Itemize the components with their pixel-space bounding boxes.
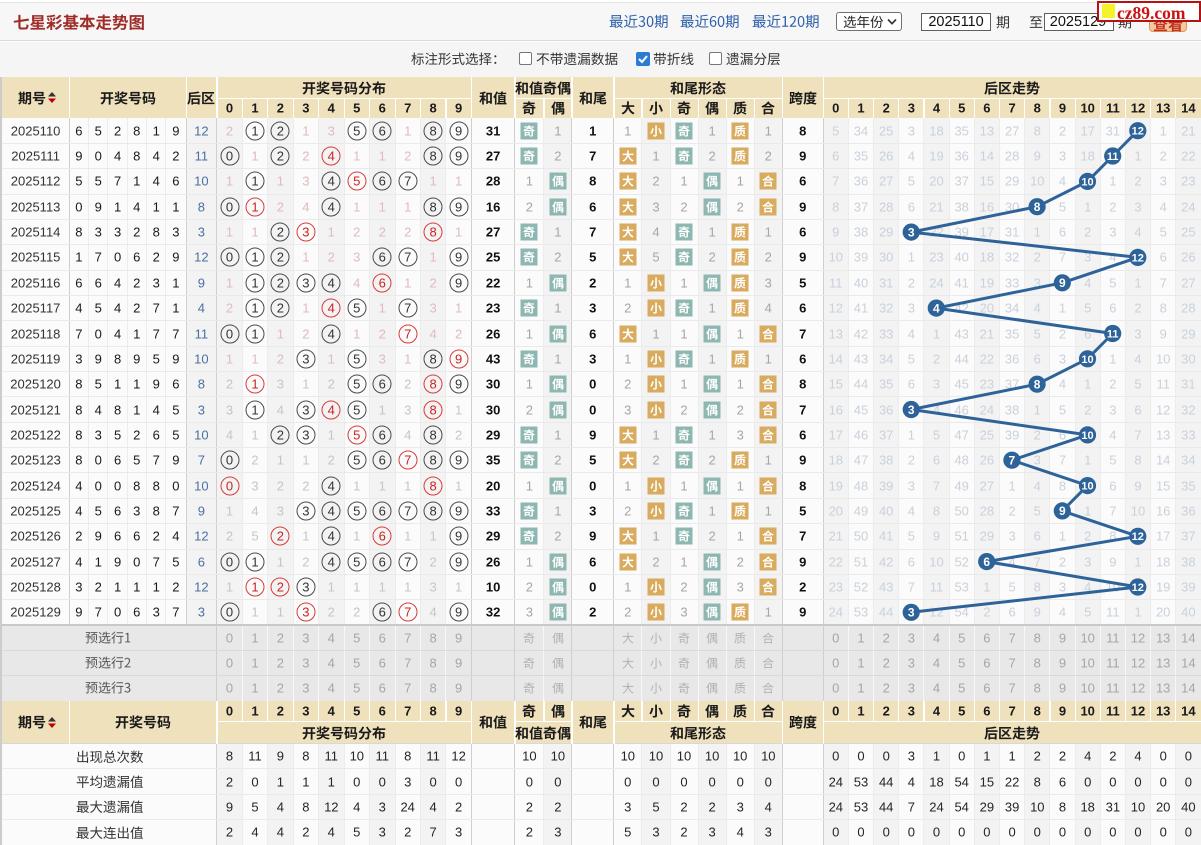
- svg-text:8: 8: [1034, 200, 1041, 214]
- svg-text:10: 10: [1082, 430, 1094, 442]
- svg-text:10: 10: [1082, 354, 1094, 366]
- svg-text:12: 12: [1132, 126, 1144, 138]
- svg-text:12: 12: [1132, 252, 1144, 264]
- svg-text:3: 3: [908, 225, 915, 239]
- svg-text:3: 3: [908, 606, 915, 620]
- svg-text:9: 9: [1059, 504, 1066, 518]
- svg-text:4: 4: [933, 301, 940, 315]
- svg-text:7: 7: [1009, 454, 1016, 468]
- svg-text:8: 8: [1034, 378, 1041, 392]
- svg-text:12: 12: [1132, 582, 1144, 594]
- svg-text:12: 12: [1132, 531, 1144, 543]
- svg-text:10: 10: [1082, 176, 1094, 188]
- svg-text:11: 11: [1107, 151, 1119, 163]
- svg-text:3: 3: [908, 403, 915, 417]
- svg-text:9: 9: [1059, 276, 1066, 290]
- svg-text:11: 11: [1107, 328, 1119, 340]
- svg-text:6: 6: [984, 555, 991, 569]
- svg-text:10: 10: [1082, 481, 1094, 493]
